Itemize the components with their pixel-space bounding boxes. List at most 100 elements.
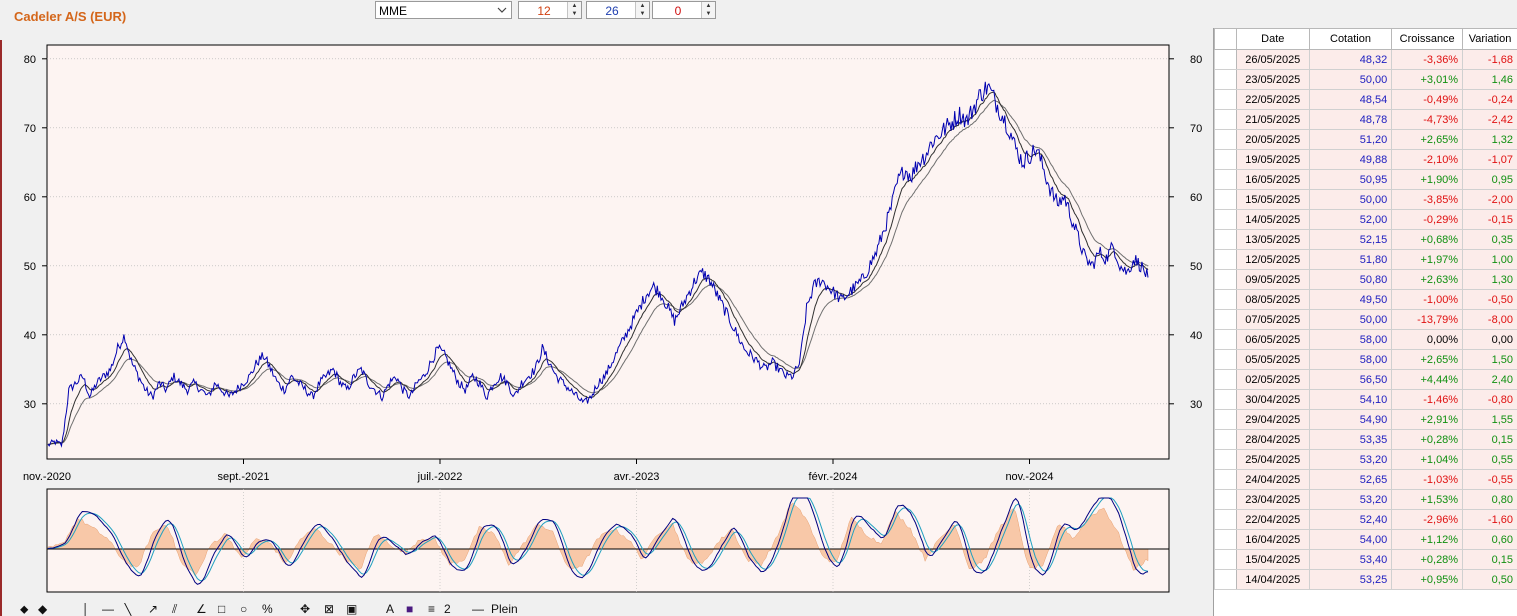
table-row[interactable]: 12/05/2025 51,80 +1,97% 1,00	[1214, 249, 1517, 270]
spin-down-icon[interactable]: ▼	[639, 11, 646, 17]
cell-croissance: +4,44%	[1391, 369, 1464, 390]
table-row[interactable]: 16/04/2025 54,00 +1,12% 0,60	[1214, 529, 1517, 550]
quotes-table[interactable]: Date Cotation Croissance Variation 26/05…	[1213, 28, 1517, 616]
chart-area[interactable]: 30 40 50 60 70 80 30 40 50 60 70 80 nov.-2020 sept.…	[0, 0, 1212, 600]
column-header-variation[interactable]: Variation	[1462, 28, 1517, 50]
table-row[interactable]: 20/05/2025 51,20 +2,65% 1,32	[1214, 129, 1517, 150]
fan-icon[interactable]: ∠	[196, 603, 207, 616]
table-row[interactable]: 24/04/2025 52,65 -1,03% -0,55	[1214, 469, 1517, 490]
cell-date: 28/04/2025	[1235, 429, 1310, 450]
cell-cotation: 51,20	[1308, 129, 1393, 150]
column-header-croissance[interactable]: Croissance	[1391, 28, 1464, 50]
table-row[interactable]: 05/05/2025 58,00 +2,65% 1,50	[1214, 349, 1517, 370]
table-row[interactable]: 16/05/2025 50,95 +1,90% 0,95	[1214, 169, 1517, 190]
table-row[interactable]: 15/05/2025 50,00 -3,85% -2,00	[1214, 189, 1517, 210]
column-header-date[interactable]: Date	[1235, 28, 1310, 50]
table-row[interactable]: 07/05/2025 50,00 -13,79% -8,00	[1214, 309, 1517, 330]
cell-date: 02/05/2025	[1235, 369, 1310, 390]
color-picker-icon[interactable]: ◆	[38, 603, 48, 616]
spin-up-icon[interactable]: ▲	[705, 3, 712, 9]
fibonacci-icon[interactable]: %	[262, 603, 273, 616]
table-row[interactable]: 23/04/2025 53,20 +1,53% 0,80	[1214, 489, 1517, 510]
cell-variation: 1,30	[1462, 269, 1517, 290]
cell-croissance: -1,03%	[1391, 469, 1464, 490]
indicator-select[interactable]: MME	[375, 1, 512, 19]
table-row[interactable]: 09/05/2025 50,80 +2,63% 1,30	[1214, 269, 1517, 290]
cell-variation: 0,55	[1462, 449, 1517, 470]
spin-up-icon[interactable]: ▲	[639, 3, 646, 9]
indicator-value: MME	[379, 4, 407, 18]
line-width-value[interactable]: 2	[444, 603, 451, 616]
cell-cotation: 52,65	[1308, 469, 1393, 490]
table-row[interactable]: 28/04/2025 53,35 +0,28% 0,15	[1214, 429, 1517, 450]
table-header-row: Date Cotation Croissance Variation	[1214, 28, 1517, 50]
channel-icon[interactable]: ⫽	[172, 603, 178, 616]
cell-croissance: +3,01%	[1391, 69, 1464, 90]
table-row[interactable]: 23/05/2025 50,00 +3,01% 1,46	[1214, 69, 1517, 90]
vertical-line-icon[interactable]: │	[82, 603, 90, 616]
table-row[interactable]: 14/04/2025 53,25 +0,95% 0,50	[1214, 569, 1517, 590]
y-axis-left: 30 40 50 60 70 80	[24, 54, 47, 411]
spin-up-icon[interactable]: ▲	[571, 3, 578, 9]
table-row[interactable]: 29/04/2025 54,90 +2,91% 1,55	[1214, 409, 1517, 430]
table-row[interactable]: 25/04/2025 53,20 +1,04% 0,55	[1214, 449, 1517, 470]
cursor-icon[interactable]: ⬥	[20, 603, 29, 616]
table-row[interactable]: 14/05/2025 52,00 -0,29% -0,15	[1214, 209, 1517, 230]
cell-date: 23/05/2025	[1235, 69, 1310, 90]
arrow-icon[interactable]: ↗	[148, 603, 159, 616]
cell-cotation: 48,54	[1308, 89, 1393, 110]
cell-date: 30/04/2025	[1235, 389, 1310, 410]
spin-down-icon[interactable]: ▼	[705, 11, 712, 17]
row-indicator	[1214, 109, 1237, 130]
cell-croissance: -3,36%	[1391, 49, 1464, 70]
column-header-cotation[interactable]: Cotation	[1308, 28, 1393, 50]
ellipse-icon[interactable]: ○	[240, 603, 248, 616]
table-row[interactable]: 06/05/2025 58,00 0,00% 0,00	[1214, 329, 1517, 350]
table-row[interactable]: 13/05/2025 52,15 +0,68% 0,35	[1214, 229, 1517, 250]
table-row[interactable]: 22/04/2025 52,40 -2,96% -1,60	[1214, 509, 1517, 530]
cell-cotation: 52,40	[1308, 509, 1393, 530]
table-row[interactable]: 02/05/2025 56,50 +4,44% 2,40	[1214, 369, 1517, 390]
cell-cotation: 58,00	[1308, 329, 1393, 350]
cell-date: 14/05/2025	[1235, 209, 1310, 230]
row-indicator	[1214, 289, 1237, 310]
line-style-icon[interactable]: —	[472, 603, 484, 616]
row-indicator	[1214, 49, 1237, 70]
cell-cotation: 54,10	[1308, 389, 1393, 410]
move-icon[interactable]: ✥	[300, 603, 311, 616]
cell-variation: 1,50	[1462, 349, 1517, 370]
table-row[interactable]: 21/05/2025 48,78 -4,73% -2,42	[1214, 109, 1517, 130]
row-indicator	[1214, 549, 1237, 570]
rectangle-icon[interactable]: □	[218, 603, 226, 616]
table-row[interactable]: 08/05/2025 49,50 -1,00% -0,50	[1214, 289, 1517, 310]
period3-stepper[interactable]: 0 ▲ ▼	[652, 1, 716, 19]
cell-croissance: +0,28%	[1391, 549, 1464, 570]
table-row[interactable]: 15/04/2025 53,40 +0,28% 0,15	[1214, 549, 1517, 570]
line-style-label[interactable]: Plein	[491, 603, 518, 616]
cell-croissance: -2,10%	[1391, 149, 1464, 170]
cell-cotation: 54,90	[1308, 409, 1393, 430]
spin-down-icon[interactable]: ▼	[571, 11, 578, 17]
x-tick-label: nov.-2024	[1005, 471, 1053, 483]
palette-icon[interactable]: ▣	[346, 603, 358, 616]
period2-stepper[interactable]: 26 ▲ ▼	[586, 1, 650, 19]
table-row[interactable]: 26/05/2025 48,32 -3,36% -1,68	[1214, 49, 1517, 70]
row-indicator	[1214, 349, 1237, 370]
table-row[interactable]: 22/05/2025 48,54 -0,49% -0,24	[1214, 89, 1517, 110]
table-row[interactable]: 30/04/2025 54,10 -1,46% -0,80	[1214, 389, 1517, 410]
trend-line-icon[interactable]: ╲	[124, 603, 132, 616]
horizontal-line-icon[interactable]: —	[102, 603, 114, 616]
y-tick-label: 30	[1190, 399, 1202, 411]
period1-stepper[interactable]: 12 ▲ ▼	[518, 1, 582, 19]
y-tick-label: 60	[1190, 192, 1202, 204]
cell-variation: -0,15	[1462, 209, 1517, 230]
page-title: Cadeler A/S (EUR)	[14, 9, 127, 24]
text-icon[interactable]: A	[386, 603, 395, 616]
cell-date: 12/05/2025	[1235, 249, 1310, 270]
erase-icon[interactable]: ⊠	[324, 603, 335, 616]
fill-color-icon[interactable]: ■	[406, 603, 414, 616]
line-width-icon[interactable]: ≡	[428, 603, 436, 616]
table-row[interactable]: 19/05/2025 49,88 -2,10% -1,07	[1214, 149, 1517, 170]
y-tick-label: 70	[24, 123, 36, 135]
cell-variation: -0,50	[1462, 289, 1517, 310]
